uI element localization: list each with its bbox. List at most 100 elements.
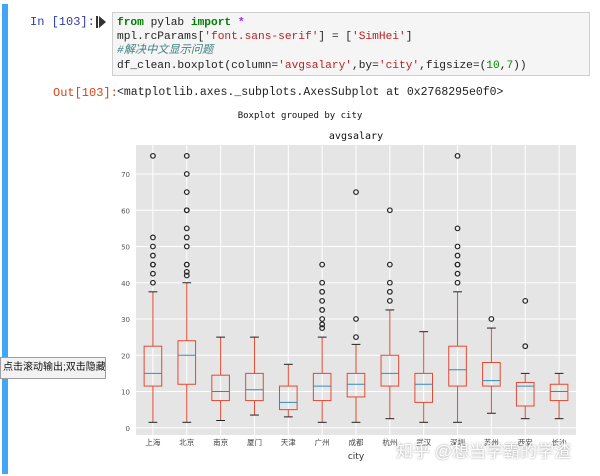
box-广州 xyxy=(312,261,332,423)
code-text: )) xyxy=(513,59,527,72)
cell-selection-bar xyxy=(2,4,8,474)
box-厦门 xyxy=(245,336,264,416)
code-string: 'SimHei' xyxy=(352,31,406,44)
outlier-point xyxy=(319,297,326,304)
outlier-point xyxy=(150,234,156,241)
outlier-point xyxy=(183,268,190,275)
run-cell-icon[interactable] xyxy=(96,16,106,28)
figure-suptitle: Boxplot grouped by city xyxy=(237,111,363,121)
outlier-point xyxy=(150,279,156,286)
scroll-output-tooltip[interactable]: 点击滚动输出;双击隐藏 xyxy=(0,357,106,379)
x-tick-label: 武汉 xyxy=(416,437,431,447)
output-text: <matplotlib.axes._subplots.AxesSubplot a… xyxy=(117,86,504,99)
code-comment: #解决中文显示问题 xyxy=(117,45,214,58)
outlier-point xyxy=(319,288,326,295)
x-tick-label: 成都 xyxy=(349,437,364,447)
code-string: 'avgsalary' xyxy=(278,59,352,72)
box-南京 xyxy=(211,336,230,421)
y-tick-label: 50 xyxy=(121,244,130,252)
x-tick-label: 南京 xyxy=(213,437,228,447)
box-长沙 xyxy=(549,372,569,420)
y-tick-label: 40 xyxy=(121,280,130,288)
x-tick-label: 天津 xyxy=(281,438,296,447)
outlier-point xyxy=(454,252,461,259)
outlier-point xyxy=(454,225,461,232)
outlier-point xyxy=(150,243,156,250)
box-西安 xyxy=(515,297,535,420)
code-cell-input[interactable]: from pylab import * mpl.rcParams['font.s… xyxy=(112,12,590,76)
code-number: 10 xyxy=(486,59,500,72)
outlier-point xyxy=(454,270,461,277)
y-tick-label: 0 xyxy=(126,425,130,433)
x-tick-label: 广州 xyxy=(315,437,330,447)
box-body xyxy=(245,372,264,402)
outlier-point xyxy=(454,261,461,268)
box-苏州 xyxy=(482,316,501,414)
box-body xyxy=(346,372,366,398)
y-tick-label: 60 xyxy=(121,207,130,215)
outlier-point xyxy=(319,325,326,331)
box-body xyxy=(515,381,535,407)
code-operator: * xyxy=(231,17,245,29)
outlier-point xyxy=(353,334,359,341)
outlier-point xyxy=(183,207,190,214)
box-body xyxy=(279,385,298,411)
outlier-point xyxy=(386,261,393,268)
y-tick-label: 70 xyxy=(121,171,130,179)
outlier-point xyxy=(319,316,326,322)
outlier-point xyxy=(150,261,156,268)
box-深圳 xyxy=(448,152,467,423)
outlier-point xyxy=(150,252,156,259)
outlier-point xyxy=(454,152,461,159)
outlier-point xyxy=(386,279,393,286)
outlier-point xyxy=(150,152,156,159)
y-tick-label: 10 xyxy=(121,389,130,397)
code-string: 'font.sans-serif' xyxy=(204,31,319,44)
watermark: 知乎 @想当学霸的学渣 xyxy=(396,442,571,461)
code-text: , xyxy=(499,59,507,72)
box-body xyxy=(177,340,197,385)
outlier-point xyxy=(319,307,326,313)
x-tick-label: 苏州 xyxy=(484,437,499,447)
box-上海 xyxy=(143,152,163,423)
outlier-point xyxy=(454,243,461,250)
code-text: df_clean.boxplot(column= xyxy=(117,59,279,72)
box-北京 xyxy=(177,152,197,423)
outlier-point xyxy=(386,297,393,304)
outlier-point xyxy=(319,279,326,286)
outlier-point xyxy=(183,234,190,241)
code-text: mpl.rcParams[ xyxy=(117,31,205,44)
x-tick-label: 北京 xyxy=(179,437,194,447)
outlier-point xyxy=(319,261,326,268)
code-text: ] = [ xyxy=(318,31,352,44)
code-text: ,by= xyxy=(352,59,379,72)
x-tick-label: 上海 xyxy=(145,437,160,447)
box-杭州 xyxy=(380,207,400,420)
code-number: 7 xyxy=(506,59,514,72)
box-成都 xyxy=(346,189,366,423)
outlier-point xyxy=(150,270,156,277)
outlier-point xyxy=(386,288,393,295)
x-tick-label: 厦门 xyxy=(247,438,262,447)
outlier-point xyxy=(353,189,359,196)
x-tick-label: 深圳 xyxy=(450,437,465,447)
outlier-point xyxy=(522,343,529,350)
code-text: pylab xyxy=(143,17,191,29)
outlier-point xyxy=(522,297,529,304)
box-body xyxy=(143,345,163,387)
code-text: ] xyxy=(405,31,413,44)
x-axis-label: city xyxy=(348,452,365,462)
outlier-point xyxy=(488,316,495,322)
box-body xyxy=(414,372,433,403)
plot-title: avgsalary xyxy=(328,131,384,142)
code-keyword: from xyxy=(117,17,144,29)
y-tick-label: 30 xyxy=(121,316,130,324)
outlier-point xyxy=(183,272,190,279)
outlier-point xyxy=(319,321,326,328)
box-武汉 xyxy=(414,331,433,423)
x-tick-label: 西安 xyxy=(518,437,533,447)
x-tick-label: 长沙 xyxy=(552,437,567,447)
outlier-point xyxy=(454,279,461,286)
box-body xyxy=(549,383,569,402)
